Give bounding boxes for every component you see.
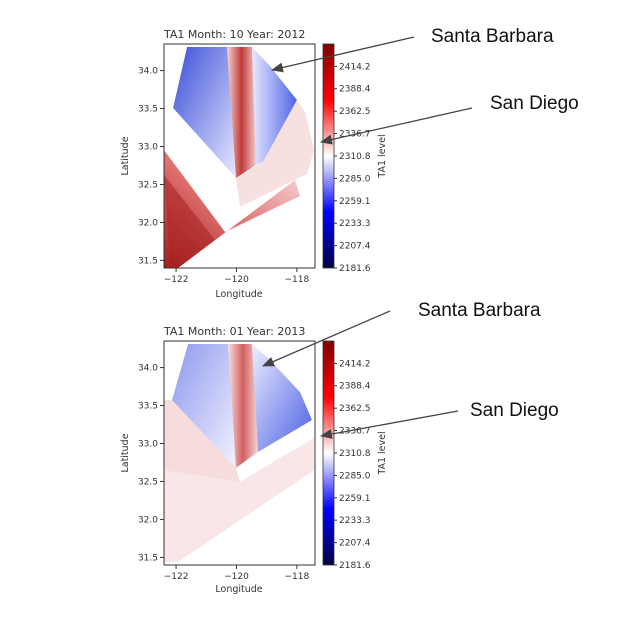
colorbar-tick-label: 2233.3 — [339, 219, 371, 229]
y-axis-label: Latitude — [120, 433, 131, 472]
y-tick-label: 33.0 — [138, 143, 158, 153]
colorbar-tick-label: 2207.4 — [339, 539, 371, 549]
contour-region-white-band — [236, 420, 314, 482]
colorbar-tick-label: 2414.2 — [339, 62, 371, 72]
colorbar-tick-label: 2414.2 — [339, 359, 371, 369]
colorbar-tick-label: 2362.5 — [339, 404, 371, 414]
contour-region-red-center — [228, 344, 258, 468]
annotation-arrow-santa-barbara-top — [271, 36, 415, 73]
y-tick-label: 32.5 — [138, 180, 158, 190]
bottom-panel: TA1 Month: 01 Year: 2013 −122 −120 −118 31… — [120, 325, 388, 595]
x-tick-label: −118 — [285, 275, 310, 285]
colorbar-tick-label: 2336.7 — [339, 427, 371, 437]
x-tick-label: −122 — [164, 572, 189, 582]
colorbar-tick-label: 2310.8 — [339, 449, 371, 459]
colorbar-ticks: 2414.2 2388.4 2362.5 2336.7 2310.8 2285.0 2259… — [334, 359, 371, 571]
colorbar — [322, 43, 335, 269]
colorbar-tick-label: 2181.6 — [339, 561, 371, 571]
colorbar-tick-label: 2259.1 — [339, 197, 371, 207]
x-axis-label: Longitude — [215, 289, 262, 300]
y-tick-label: 31.5 — [138, 553, 158, 563]
outside-mask-ne — [270, 44, 315, 115]
y-tick-label: 33.5 — [138, 105, 158, 115]
plot-frame — [163, 43, 316, 269]
contour-region-blue-nw — [172, 344, 236, 468]
colorbar-tick-label: 2362.5 — [339, 107, 371, 117]
y-tick-label: 33.5 — [138, 402, 158, 412]
colorbar-label: TA1 level — [377, 431, 388, 475]
y-tick-label: 32.0 — [138, 515, 158, 525]
contour-region-red-tip — [164, 175, 215, 268]
colorbar-tick-label: 2388.4 — [339, 85, 371, 95]
outside-mask-ne — [272, 341, 315, 410]
x-axis-label: Longitude — [215, 584, 262, 595]
contour-region-blue-nw — [173, 47, 236, 178]
outside-mask-nw — [164, 341, 188, 400]
y-axis: 31.5 32.0 32.5 33.0 33.5 34.0 — [138, 364, 164, 563]
top-panel: TA1 Month: 10 Year: 2012 −122 −120 −118 31… — [120, 28, 388, 300]
plot-frame — [163, 340, 316, 566]
y-tick-label: 32.5 — [138, 477, 158, 487]
contour-region-red-center — [227, 47, 256, 178]
annotation-arrow-santa-barbara-bottom — [262, 310, 391, 367]
x-tick-label: −122 — [164, 275, 189, 285]
chart-title: TA1 Month: 01 Year: 2013 — [163, 325, 305, 338]
annotation-san-diego-bottom: San Diego — [470, 400, 559, 421]
x-tick-label: −118 — [285, 572, 310, 582]
contour-field — [164, 341, 315, 562]
y-axis: 31.5 32.0 32.5 33.0 33.5 34.0 — [138, 67, 164, 266]
colorbar-tick-label: 2285.0 — [339, 174, 371, 184]
outside-mask-nw — [164, 44, 187, 118]
y-axis-label: Latitude — [120, 136, 131, 175]
y-tick-label: 34.0 — [138, 364, 158, 374]
annotation-santa-barbara-top: Santa Barbara — [431, 26, 554, 47]
annotations: Santa Barbara San Diego Santa Barbara Sa… — [262, 26, 579, 439]
colorbar-tick-label: 2285.0 — [339, 471, 371, 481]
x-axis: −122 −120 −118 — [164, 268, 310, 285]
x-axis: −122 −120 −118 — [164, 565, 310, 582]
y-tick-label: 31.5 — [138, 256, 158, 266]
annotation-santa-barbara-bottom: Santa Barbara — [418, 300, 541, 321]
y-tick-label: 34.0 — [138, 67, 158, 77]
annotation-arrow-san-diego-top — [320, 107, 473, 145]
colorbar — [322, 340, 335, 566]
colorbar-tick-label: 2310.8 — [339, 152, 371, 162]
y-tick-label: 32.0 — [138, 218, 158, 228]
annotation-san-diego-top: San Diego — [490, 93, 579, 114]
x-tick-label: −120 — [224, 275, 249, 285]
contour-region-pink-east — [236, 100, 314, 207]
contour-field — [164, 44, 315, 268]
colorbar-tick-label: 2259.1 — [339, 494, 371, 504]
contour-region-blue-ne — [252, 344, 312, 452]
annotation-arrow-san-diego-bottom — [320, 410, 459, 439]
chart-title: TA1 Month: 10 Year: 2012 — [163, 28, 305, 41]
contour-region-blue-ne — [252, 47, 297, 165]
x-tick-label: −120 — [224, 572, 249, 582]
colorbar-tick-label: 2388.4 — [339, 382, 371, 392]
colorbar-tick-label: 2207.4 — [339, 242, 371, 252]
colorbar-tick-label: 2181.6 — [339, 264, 371, 274]
contour-region-pale-south — [164, 438, 314, 562]
colorbar-tick-label: 2233.3 — [339, 516, 371, 526]
colorbar-label: TA1 level — [377, 134, 388, 178]
y-tick-label: 33.0 — [138, 440, 158, 450]
colorbar-ticks: 2414.22388.42362.52336.72310.82285.02259… — [334, 62, 371, 274]
outside-mask-se — [178, 470, 315, 562]
outside-mask-se — [178, 160, 315, 268]
